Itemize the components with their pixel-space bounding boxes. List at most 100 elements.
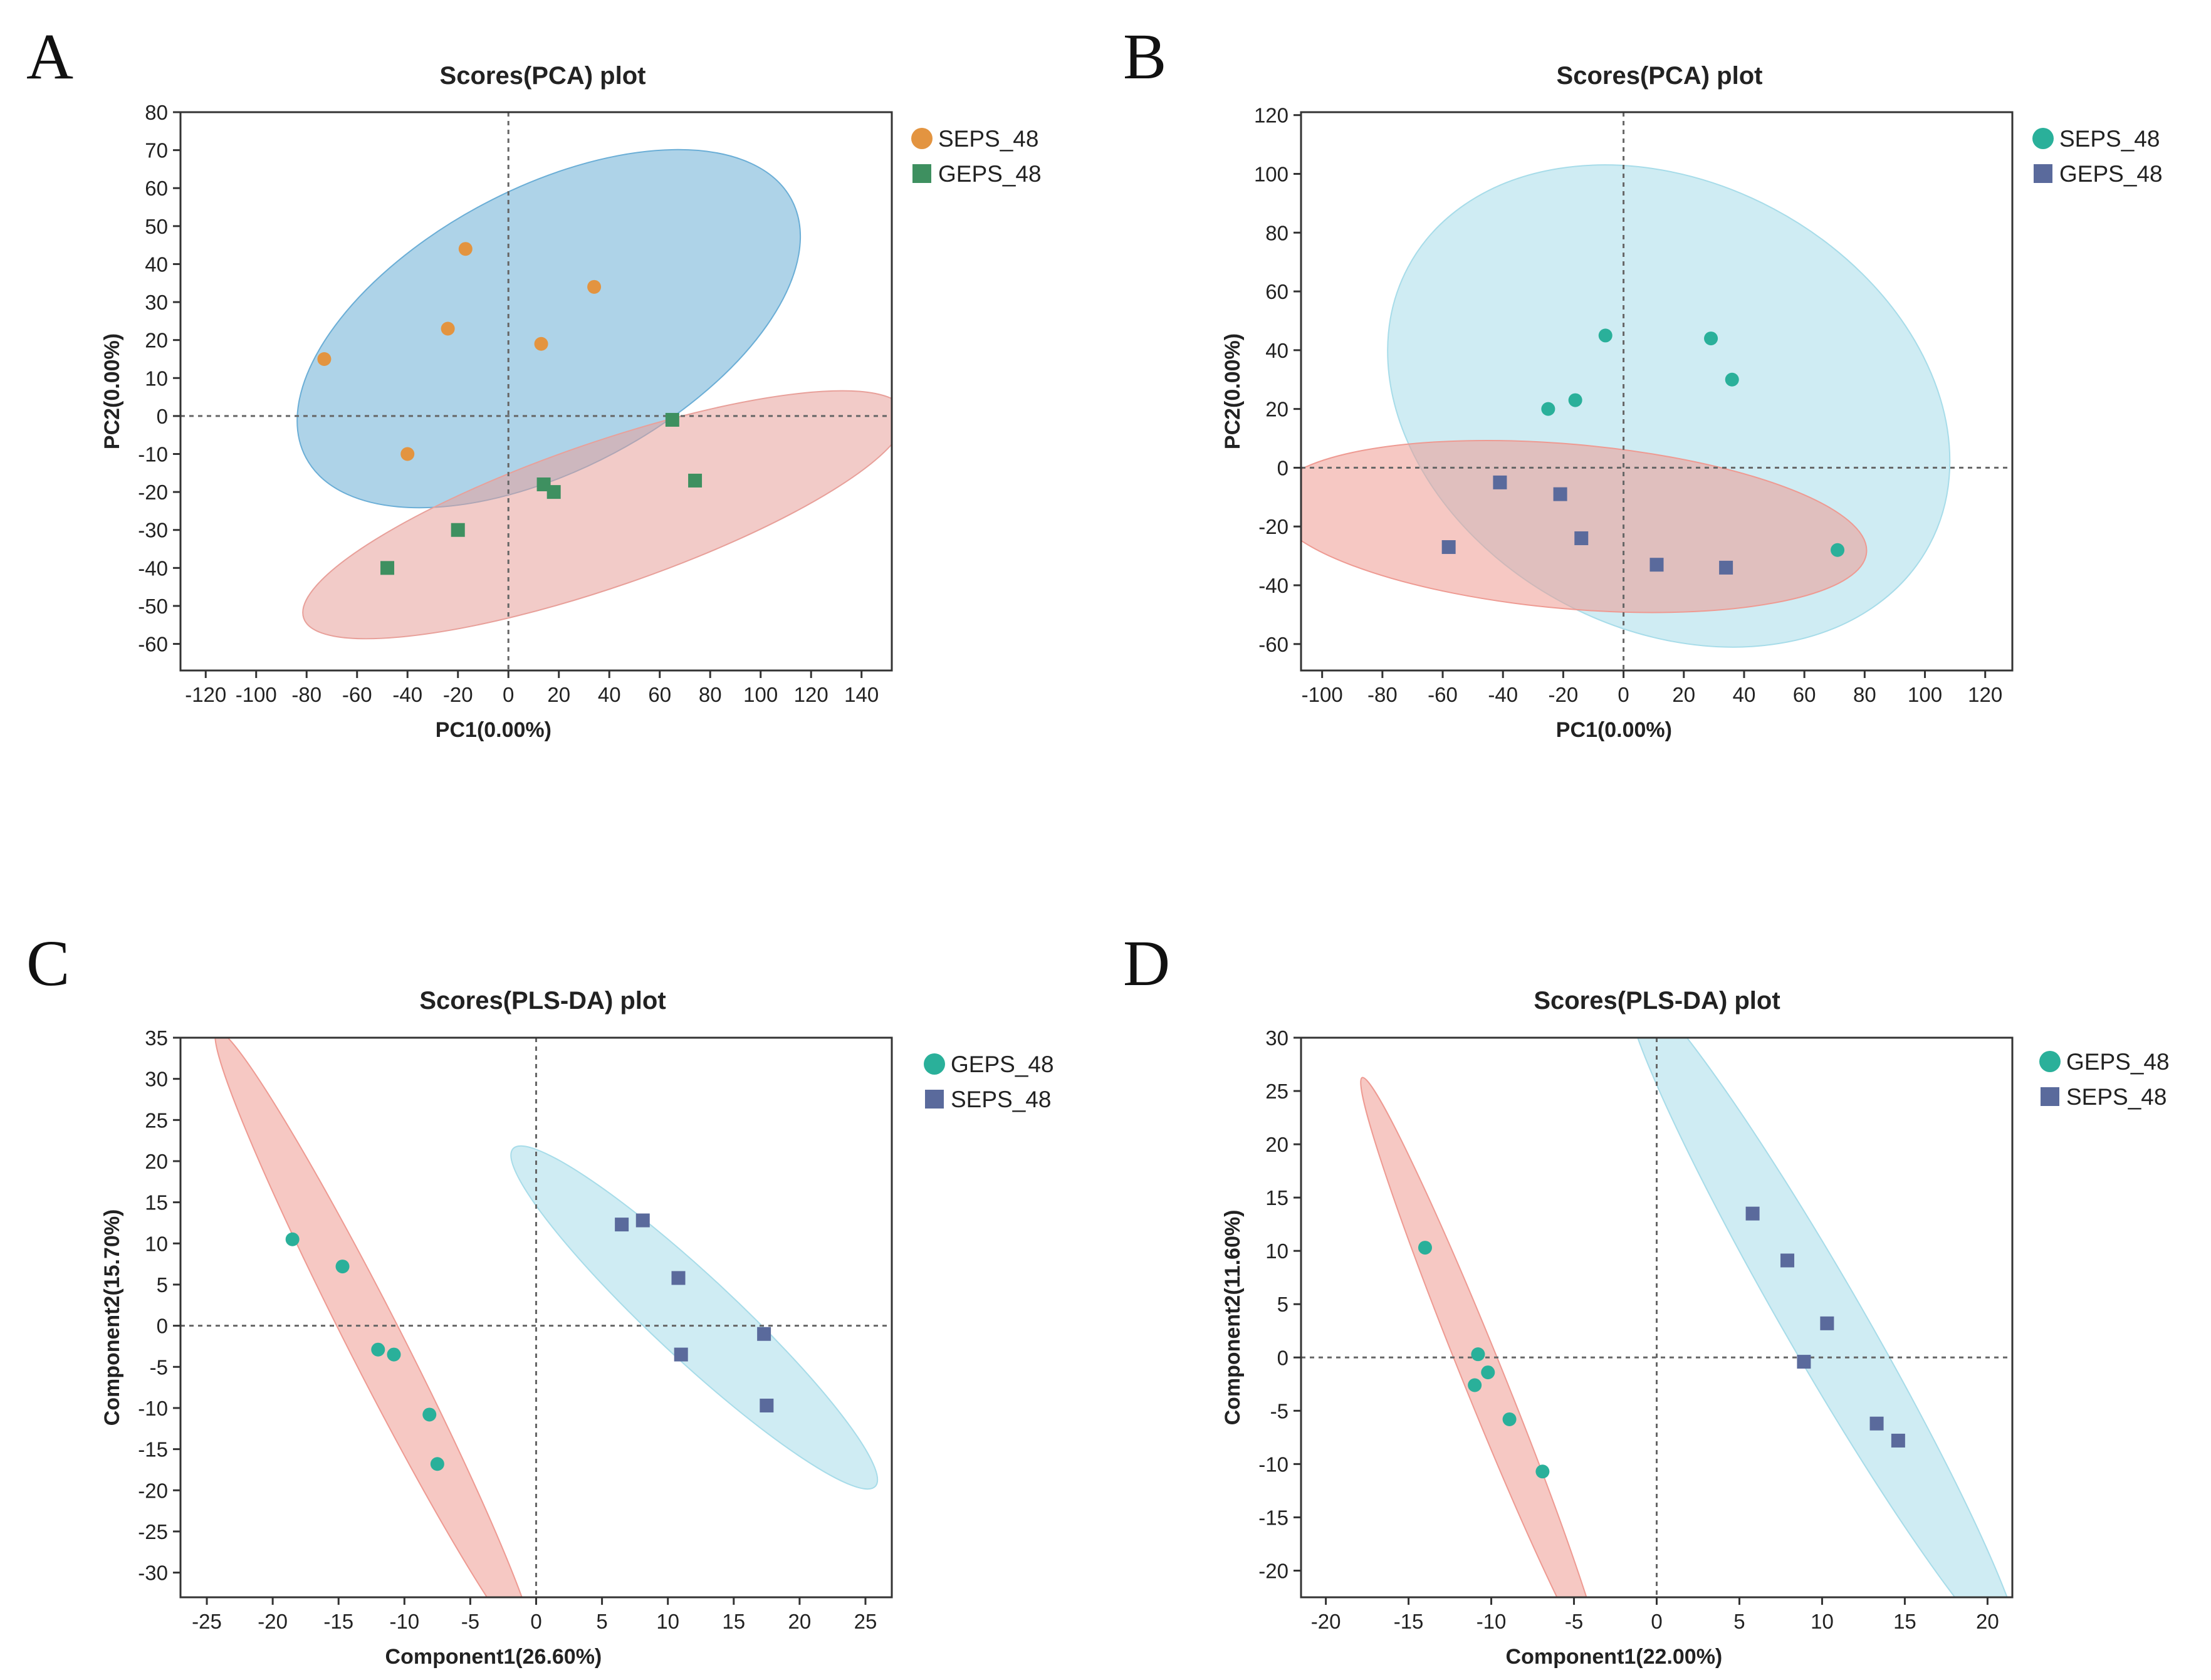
legend-label: SEPS_48 [2066, 1084, 2167, 1110]
chart-title: Scores(PCA) plot [440, 62, 646, 90]
y-tick-label: -40 [138, 556, 168, 580]
x-tick-label: 40 [598, 683, 621, 706]
x-tick-label: -80 [1367, 683, 1398, 706]
confidence-ellipse-geps-48 [1301, 439, 1868, 613]
x-axis-label: Component1(22.00%) [1506, 1645, 1723, 1669]
panel-d: D Scores(PLS-DA) plot -20 -15 -10 -5 0 5 10 15 20 -… [1123, 927, 2170, 1669]
x-axis-label: PC1(0.00%) [1556, 718, 1672, 742]
data-point [635, 1213, 650, 1228]
series-geps-48 [1418, 1241, 1550, 1479]
y-tick-label: 120 [1254, 104, 1288, 127]
y-tick-label: -60 [138, 633, 168, 656]
data-point [1831, 543, 1845, 557]
chart-title: Scores(PCA) plot [1557, 62, 1763, 90]
legend-label: GEPS_48 [938, 161, 1042, 187]
data-point [534, 337, 548, 351]
data-point [1481, 1365, 1495, 1380]
data-point [1780, 1253, 1795, 1268]
panel-a: A Scores(PCA) plot-120 -100 -80 -60 -40 -20 0 20… [26, 21, 1042, 742]
y-tick-label: -15 [138, 1438, 168, 1461]
x-tick-label: 140 [844, 683, 879, 706]
data-point [1725, 372, 1739, 387]
x-tick-label: -20 [258, 1610, 288, 1633]
y-tick-label: 0 [1277, 1346, 1288, 1369]
data-point [1535, 1464, 1550, 1479]
y-tick-label: -10 [1258, 1453, 1288, 1476]
y-tick-label: -5 [150, 1355, 168, 1379]
x-tick-label: 60 [648, 683, 671, 706]
y-tick-label: -20 [1258, 1559, 1288, 1582]
data-point [1568, 393, 1582, 407]
legend-label: SEPS_48 [938, 126, 1038, 152]
legend-marker [2032, 128, 2054, 149]
series-geps-48 [380, 412, 703, 575]
x-tick-label: 5 [596, 1610, 607, 1633]
x-tick-label: 100 [1908, 683, 1942, 706]
confidence-ellipse-geps-48 [302, 390, 892, 640]
data-point [317, 352, 332, 366]
data-point [674, 1347, 688, 1362]
legend: SEPS_48 GEPS_48 [2032, 126, 2163, 187]
legend: GEPS_48 SEPS_48 [2039, 1049, 2170, 1110]
y-tick-label: 5 [157, 1273, 168, 1297]
y-tick-label: 20 [145, 1150, 168, 1173]
x-tick-label: -20 [1311, 1610, 1341, 1633]
data-point [665, 412, 679, 427]
legend-label: GEPS_48 [2059, 161, 2163, 187]
ellipse-layer [1360, 1038, 2012, 1597]
y-tick-label: 25 [1265, 1080, 1288, 1103]
data-point [371, 1342, 385, 1357]
y-axis-label: PC2(0.00%) [1221, 333, 1245, 449]
y-tick-label: -40 [1258, 574, 1288, 597]
y-tick-label: 80 [145, 101, 168, 124]
ellipse-layer [1301, 164, 1951, 648]
y-tick-label: 30 [145, 1068, 168, 1091]
x-tick-label: -20 [1549, 683, 1579, 706]
legend-label: SEPS_48 [951, 1087, 1051, 1112]
y-tick-label: 10 [145, 367, 168, 390]
x-tick-label: -100 [236, 683, 277, 706]
y-tick-label: 35 [145, 1026, 168, 1050]
x-tick-label: -5 [461, 1610, 479, 1633]
x-tick-label: 25 [854, 1610, 877, 1633]
data-point [1797, 1355, 1811, 1369]
data-point [430, 1457, 444, 1471]
y-tick-label: 15 [1265, 1186, 1288, 1209]
y-tick-label: 40 [145, 253, 168, 276]
y-tick-label: 40 [1265, 339, 1288, 362]
x-tick-label: 5 [1733, 1610, 1745, 1633]
x-tick-label: -120 [185, 683, 226, 706]
confidence-ellipse-seps-48 [510, 1145, 879, 1490]
legend-marker [924, 1053, 945, 1075]
data-point [1574, 531, 1589, 545]
x-tick-label: -80 [291, 683, 321, 706]
y-tick-label: -25 [138, 1520, 168, 1543]
x-tick-label: -15 [323, 1610, 353, 1633]
data-point [688, 473, 703, 488]
y-tick-label: 30 [145, 291, 168, 314]
ellipse-layer [296, 149, 892, 640]
data-point [757, 1327, 771, 1341]
panel-c: C Scores(PLS-DA) plot -25 -20 -15 -10 -5 0 5 10 15… [26, 927, 1054, 1669]
y-tick-label: 0 [157, 405, 168, 428]
series-geps-48 [1441, 475, 1733, 575]
y-tick-label: 20 [1265, 398, 1288, 421]
chart-title: Scores(PLS-DA) plot [419, 987, 666, 1015]
y-tick-label: 50 [145, 215, 168, 238]
data-point [285, 1232, 300, 1246]
panel-letter: D [1123, 927, 1170, 999]
y-tick-label: -20 [138, 481, 168, 504]
legend-label: GEPS_48 [951, 1051, 1054, 1077]
panel-letter: A [26, 21, 73, 93]
legend-marker [2034, 164, 2052, 183]
x-tick-label: 15 [722, 1610, 745, 1633]
panel-letter: C [26, 927, 70, 999]
y-tick-label: 80 [1265, 221, 1288, 244]
x-tick-label: 40 [1733, 683, 1756, 706]
x-tick-label: -20 [443, 683, 473, 706]
x-tick-label: -25 [192, 1610, 222, 1633]
legend: SEPS_48 GEPS_48 [911, 126, 1042, 187]
legend-marker [925, 1090, 944, 1109]
data-point [1553, 487, 1567, 501]
